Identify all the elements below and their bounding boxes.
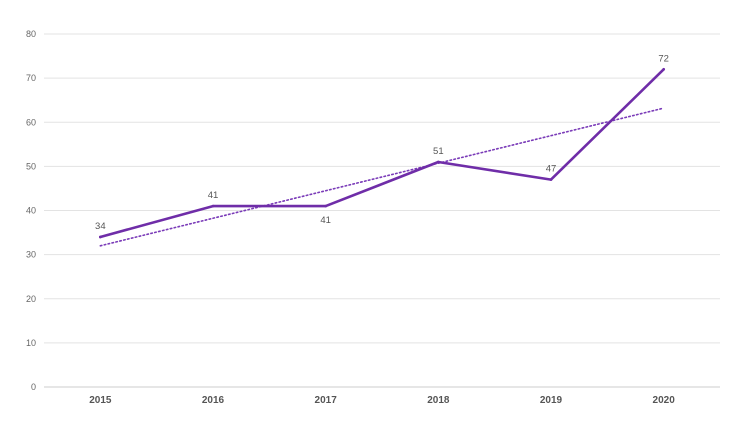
x-tick-label: 2017: [315, 395, 338, 406]
y-tick-label: 20: [26, 294, 36, 304]
series-line: [99, 68, 666, 239]
data-labels: 34 41 41 51 47 72: [95, 53, 669, 232]
data-point: [549, 178, 553, 181]
y-tick-label: 60: [26, 117, 36, 127]
data-point: [437, 160, 440, 164]
series-layer: [99, 68, 666, 239]
y-axis-ticks: 0 10 20 30 40 50 60 70 80: [26, 29, 36, 392]
y-tick-label: 70: [26, 73, 36, 83]
x-tick-label: 2018: [427, 395, 450, 406]
data-label: 51: [433, 146, 444, 157]
trendline-layer: [99, 107, 665, 247]
y-tick-label: 40: [26, 206, 36, 216]
data-label: 41: [320, 215, 331, 226]
x-tick-label: 2016: [202, 395, 225, 406]
data-label: 41: [208, 190, 219, 201]
x-axis-ticks: 2015 2016 2017 2018 2019 2020: [89, 395, 675, 406]
x-tick-label: 2015: [89, 395, 112, 406]
y-tick-label: 30: [26, 250, 36, 260]
x-tick-label: 2020: [653, 395, 676, 406]
y-tick-label: 10: [26, 338, 36, 348]
data-label: 47: [546, 164, 557, 175]
data-point: [662, 68, 665, 71]
data-point: [211, 204, 215, 208]
gridlines: [44, 33, 720, 388]
y-tick-label: 0: [31, 382, 36, 392]
y-tick-label: 80: [26, 29, 36, 39]
x-tick-label: 2019: [540, 395, 563, 406]
trendline: [99, 107, 665, 247]
data-point: [324, 204, 327, 208]
data-label: 72: [658, 53, 669, 64]
data-point: [99, 235, 102, 239]
data-label: 34: [95, 221, 106, 232]
y-tick-label: 50: [26, 161, 36, 171]
